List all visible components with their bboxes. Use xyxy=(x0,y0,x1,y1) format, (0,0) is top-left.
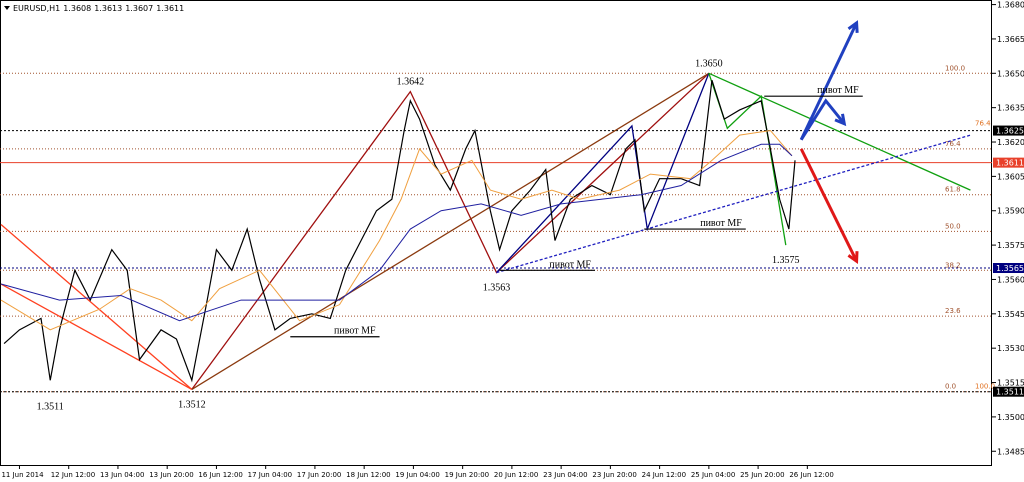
y-tick-label: 1.3635 xyxy=(997,104,1024,113)
x-tick-label: 19 Jun 04:00 xyxy=(395,471,439,479)
point-label: 1.3511 xyxy=(37,402,64,413)
pivot-label: пивот MF xyxy=(549,259,591,270)
x-tick-label: 12 Jun 12:00 xyxy=(51,471,95,479)
fib-label: 76.4 xyxy=(975,119,991,127)
trend-line xyxy=(0,223,193,390)
header: EURUSD,H1 1.3608 1.3613 1.3607 1.3611 xyxy=(13,4,184,13)
x-tick-label: 25 Jun 20:00 xyxy=(740,471,784,479)
menu-arrow[interactable] xyxy=(4,6,10,10)
pivot-label: пивот MF xyxy=(817,85,859,96)
arrow xyxy=(799,98,846,141)
x-tick-label: 23 Jun 04:00 xyxy=(543,471,587,479)
fib-label: 76.4 xyxy=(945,140,961,148)
fib-label: 23.6 xyxy=(945,307,961,315)
fib-label: 38.2 xyxy=(945,261,961,269)
trend-line xyxy=(708,72,971,191)
trend-line xyxy=(496,134,971,274)
x-tick-label: 20 Jun 12:00 xyxy=(494,471,538,479)
high: 1.3613 xyxy=(94,4,122,13)
trend-line xyxy=(191,72,710,390)
fib-label: 61.8 xyxy=(945,186,961,194)
price-box-label: 1.3625 xyxy=(996,127,1024,136)
price-box-label: 1.3511 xyxy=(996,388,1024,397)
close: 1.3611 xyxy=(156,4,184,13)
fib-label: 50.0 xyxy=(945,222,961,230)
y-tick-label: 1.3545 xyxy=(997,310,1024,319)
x-tick-label: 16 Jun 12:00 xyxy=(198,471,242,479)
pivot-label: пивот MF xyxy=(700,218,742,229)
arrow xyxy=(799,148,858,262)
y-tick-label: 1.3500 xyxy=(997,413,1024,422)
arrow-head xyxy=(834,113,847,127)
y-tick-label: 1.3560 xyxy=(997,275,1024,284)
symbol: EURUSD,H1 xyxy=(13,4,60,13)
price-box xyxy=(993,157,1024,168)
x-tick-label: 17 Jun 04:00 xyxy=(248,471,292,479)
trend-line xyxy=(0,283,193,390)
y-tick-label: 1.3650 xyxy=(997,69,1024,78)
y-tick-label: 1.3620 xyxy=(997,138,1024,147)
price-series xyxy=(0,143,793,322)
price-box xyxy=(993,125,1024,136)
arrow-head xyxy=(847,20,859,33)
price-box xyxy=(993,263,1024,274)
y-tick-label: 1.3665 xyxy=(997,35,1024,44)
y-tick-label: 1.3485 xyxy=(997,447,1024,456)
price-series xyxy=(3,79,796,383)
pivot-label: пивот MF xyxy=(334,326,376,337)
price-box xyxy=(993,386,1024,397)
fib-label: 100.0 xyxy=(945,64,965,72)
fib-label: 0.0 xyxy=(945,383,956,391)
x-tick-label: 11 Jun 2014 xyxy=(1,471,44,479)
x-tick-label: 19 Jun 20:00 xyxy=(445,471,489,479)
point-label: 1.3575 xyxy=(772,255,800,266)
low: 1.3607 xyxy=(125,4,153,13)
x-tick-label: 25 Jun 04:00 xyxy=(691,471,735,479)
point-label: 1.3650 xyxy=(695,58,723,69)
y-tick-label: 1.3605 xyxy=(997,172,1024,181)
x-tick-label: 17 Jun 20:00 xyxy=(297,471,341,479)
point-label: 1.3563 xyxy=(483,283,511,294)
x-tick-label: 24 Jun 12:00 xyxy=(642,471,686,479)
y-tick-label: 1.3575 xyxy=(997,241,1024,250)
point-label: 1.3512 xyxy=(178,399,206,410)
fib-label: 100.0 xyxy=(975,383,995,391)
y-tick-label: 1.3680 xyxy=(997,1,1024,10)
x-tick-label: 13 Jun 04:00 xyxy=(100,471,144,479)
x-tick-label: 18 Jun 12:00 xyxy=(346,471,390,479)
arrow xyxy=(799,22,858,141)
x-tick-label: 13 Jun 20:00 xyxy=(149,471,193,479)
y-tick-label: 1.3515 xyxy=(997,379,1024,388)
open: 1.3608 xyxy=(63,4,91,13)
y-tick-label: 1.3530 xyxy=(997,344,1024,353)
y-tick-label: 1.3590 xyxy=(997,207,1024,216)
x-tick-label: 26 Jun 12:00 xyxy=(789,471,833,479)
arrow-head xyxy=(847,251,859,264)
x-tick-label: 23 Jun 20:00 xyxy=(592,471,636,479)
price-box-label: 1.3611 xyxy=(996,159,1024,168)
point-label: 1.3642 xyxy=(397,77,425,88)
price-box-label: 1.3565 xyxy=(996,264,1024,273)
price-series xyxy=(0,130,793,331)
